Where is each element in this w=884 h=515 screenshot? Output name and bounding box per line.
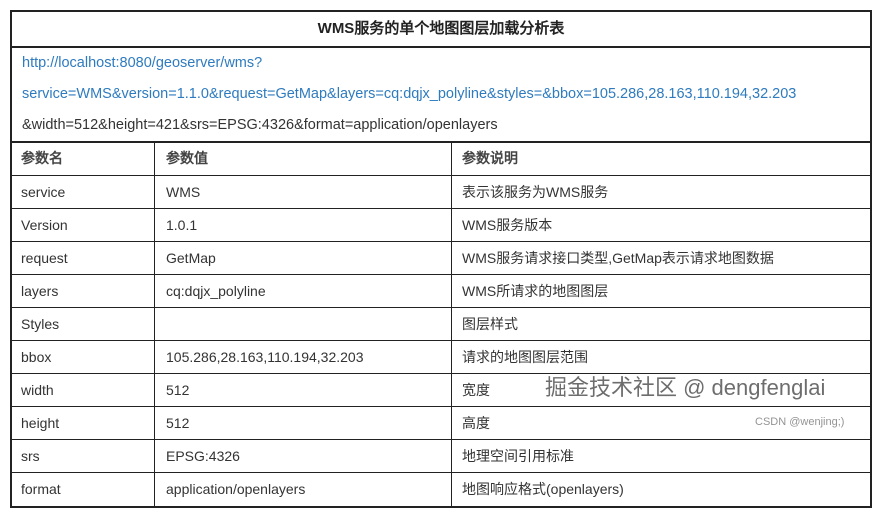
table-row: Version 1.0.1 WMS服务版本 <box>12 209 870 242</box>
url-line-1[interactable]: http://localhost:8080/geoserver/wms? <box>22 55 263 71</box>
param-name: layers <box>12 275 155 307</box>
param-name: Version <box>12 209 155 241</box>
param-desc: WMS服务版本 <box>462 217 553 233</box>
param-value: cq:dqjx_polyline <box>155 275 452 307</box>
watermark-csdn: CSDN @wenjing;) <box>755 416 845 428</box>
param-name: srs <box>12 440 155 472</box>
param-name: request <box>12 242 155 274</box>
request-url: http://localhost:8080/geoserver/wms? ser… <box>12 48 870 143</box>
table-row: format application/openlayers 地图响应格式(openl… <box>12 473 870 506</box>
table-row: Styles 图层样式 <box>12 308 870 341</box>
table-row: width 512 宽度 <box>12 374 870 407</box>
param-name: service <box>12 176 155 208</box>
table-row: bbox 105.286,28.163,110.194,32.203 请求的地图图层… <box>12 341 870 374</box>
param-desc: 地理空间引用标准 <box>462 448 574 464</box>
table-title: WMS服务的单个地图图层加载分析表 <box>12 12 870 48</box>
param-value: 105.286,28.163,110.194,32.203 <box>155 341 452 373</box>
url-line-3: &width=512&height=421&srs=EPSG:4326&form… <box>22 117 498 133</box>
param-name: Styles <box>12 308 155 340</box>
param-value: 512 <box>155 407 452 439</box>
param-name: width <box>12 374 155 406</box>
header-param-desc: 参数说明 <box>462 151 518 167</box>
param-desc: WMS所请求的地图图层 <box>462 283 609 299</box>
header-param-name: 参数名 <box>12 143 155 175</box>
param-name: bbox <box>12 341 155 373</box>
table-row: layers cq:dqjx_polyline WMS所请求的地图图层 <box>12 275 870 308</box>
table-row: request GetMap WMS服务请求接口类型,GetMap表示请求地图数据 <box>12 242 870 275</box>
param-value <box>155 308 452 340</box>
param-desc: 地图响应格式(openlayers) <box>462 481 624 497</box>
table-row: height 512 高度 <box>12 407 870 440</box>
param-value: WMS <box>155 176 452 208</box>
url-line-2[interactable]: service=WMS&version=1.1.0&request=GetMap… <box>22 86 797 102</box>
param-value: 1.0.1 <box>155 209 452 241</box>
table-row: srs EPSG:4326 地理空间引用标准 <box>12 440 870 473</box>
table-row: service WMS 表示该服务为WMS服务 <box>12 176 870 209</box>
param-desc: 图层样式 <box>462 316 518 332</box>
param-desc: 请求的地图图层范围 <box>462 349 588 365</box>
param-desc: WMS服务请求接口类型,GetMap表示请求地图数据 <box>462 250 774 266</box>
param-value: application/openlayers <box>155 473 452 506</box>
wms-parameter-table: WMS服务的单个地图图层加载分析表 http://localhost:8080/… <box>10 10 872 508</box>
header-param-value: 参数值 <box>155 143 452 175</box>
header-row: 参数名 参数值 参数说明 <box>12 143 870 176</box>
param-desc: 宽度 <box>462 382 490 398</box>
param-value: 512 <box>155 374 452 406</box>
watermark: 掘金技术社区 @ dengfenglai <box>545 375 826 400</box>
param-name: format <box>12 473 155 506</box>
param-name: height <box>12 407 155 439</box>
param-value: GetMap <box>155 242 452 274</box>
param-value: EPSG:4326 <box>155 440 452 472</box>
param-desc: 表示该服务为WMS服务 <box>462 184 609 200</box>
param-desc: 高度 <box>462 415 490 431</box>
